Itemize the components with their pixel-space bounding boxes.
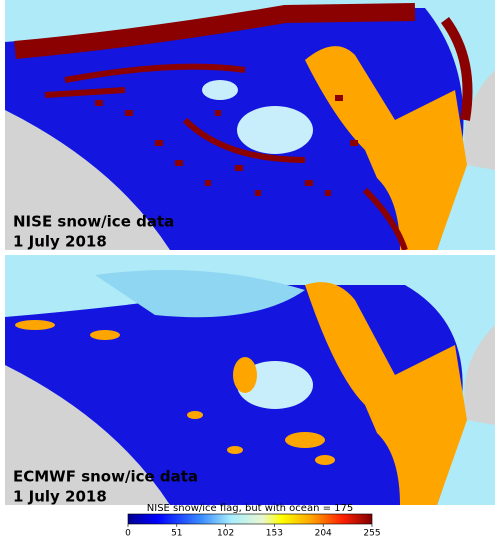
colorbar-tick-label: 102: [217, 529, 234, 539]
ocean: [305, 46, 467, 250]
ice: [202, 80, 238, 100]
snow-ice: [44, 63, 408, 250]
panel-title: ECMWF snow/ice data: [13, 468, 198, 486]
colorbar-title: NISE snow/ice flag, but with ocean = 175: [147, 503, 353, 514]
off-globe: [464, 325, 495, 425]
panel-date: 1 July 2018: [13, 233, 107, 251]
colorbar-tick-label: 255: [363, 529, 380, 539]
hudson-bay: [237, 106, 313, 154]
ice: [95, 270, 305, 318]
colorbar-tick-label: 0: [125, 529, 131, 539]
off-globe: [5, 365, 170, 505]
lakes: [15, 320, 335, 465]
ocean: [305, 282, 467, 505]
map-panel: ECMWF snow/ice data 1 July 2018: [5, 255, 495, 506]
map-panel: NISE snow/ice data 1 July 2018: [5, 0, 495, 251]
snow-ice: [440, 17, 473, 121]
panel-title: NISE snow/ice data: [13, 213, 174, 231]
snow-ice-patches: [95, 95, 358, 196]
off-globe: [464, 70, 495, 170]
panel-date: 1 July 2018: [13, 488, 107, 506]
colorbar-tick-label: 153: [266, 529, 283, 539]
off-globe: [5, 110, 170, 250]
colorbar-tick-label: 204: [315, 529, 332, 539]
colorbar-tick-label: 51: [171, 529, 182, 539]
colorbar: [127, 513, 373, 525]
snow-ice: [14, 3, 416, 59]
